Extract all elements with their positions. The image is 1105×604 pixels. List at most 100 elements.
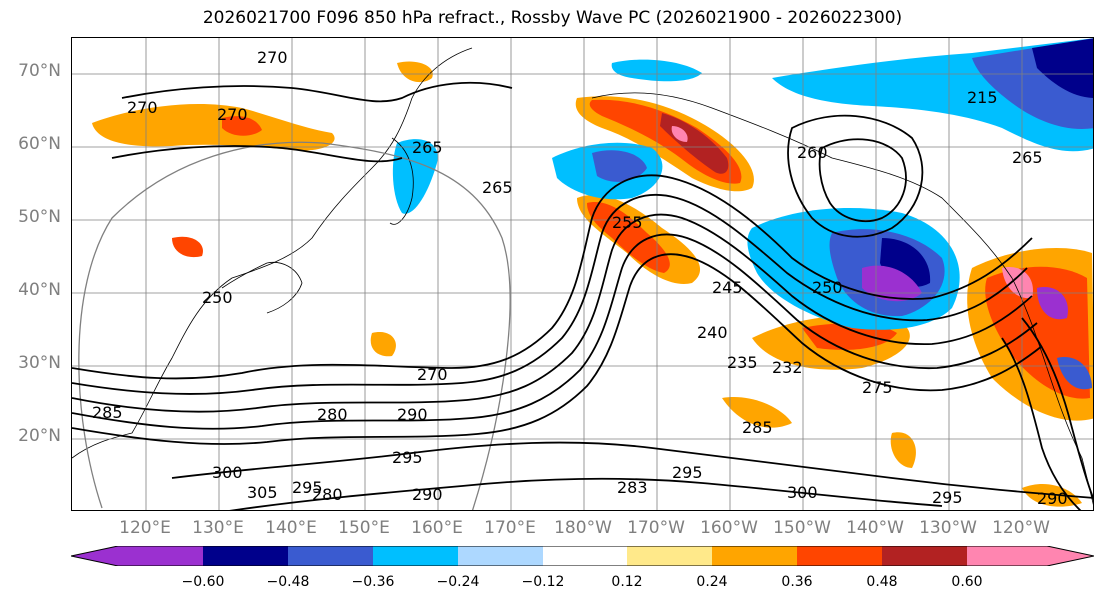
colorbar-tick: −0.36 — [351, 574, 395, 590]
shade-purple-bigLow — [862, 265, 922, 302]
colorbar-tick: 0.12 — [611, 574, 643, 590]
map-svg: 270 270 270 265 265 260 255 250 245 240 … — [72, 38, 1093, 510]
lat-label-20n: 20°N — [18, 426, 61, 446]
colorbar-extend-high — [1047, 546, 1094, 566]
colorbar-tick: −0.60 — [181, 574, 225, 590]
contour-layer — [72, 81, 1093, 510]
lon-label-160w: 160°W — [700, 518, 758, 538]
lon-label-170e: 170°E — [484, 518, 536, 538]
lon-label-170w: 170°W — [627, 518, 685, 538]
contour-label: 295 — [932, 488, 963, 507]
contour-label: 290 — [412, 485, 443, 504]
colorbar-tick: 0.60 — [951, 574, 983, 590]
contour-line-south — [171, 441, 1093, 499]
colorbar-segment — [288, 546, 373, 566]
colorbar-segment — [882, 546, 967, 566]
contour-label: 235 — [727, 353, 758, 372]
colorbar-tick: 0.36 — [781, 574, 813, 590]
map-panel[interactable]: 270 270 270 265 265 260 255 250 245 240 … — [71, 37, 1094, 511]
contour-label: 295 — [672, 463, 703, 482]
contour-line-jet2 — [72, 194, 1028, 395]
shade-blue-east2 — [1057, 357, 1092, 390]
contour-label: 255 — [612, 213, 643, 232]
lon-label-160e: 160°E — [411, 518, 463, 538]
contour-label: 260 — [797, 143, 828, 162]
contour-line-jet4 — [72, 233, 1038, 430]
lon-label-150e: 150°E — [338, 518, 390, 538]
contour-line-east — [1001, 337, 1082, 510]
coastline-asia — [72, 47, 473, 459]
colorbar-tick: 0.48 — [866, 574, 898, 590]
colorbar-segment — [543, 546, 627, 566]
colorbar-segment — [203, 546, 288, 566]
coastline-layer — [72, 47, 1093, 505]
colorbar-segment — [627, 546, 712, 566]
contour-line-low2 — [818, 138, 907, 223]
shade-redorange-w — [172, 236, 203, 258]
contour-label: 265 — [1012, 148, 1043, 167]
contour-line-low — [787, 114, 924, 238]
shade-pink-gulf — [671, 126, 688, 142]
contour-label: 283 — [617, 478, 648, 497]
colorbar-segment — [373, 546, 458, 566]
lat-label-30n: 30°N — [18, 353, 61, 373]
shade-blue-bering — [592, 150, 647, 182]
lon-label-120e: 120°E — [119, 518, 171, 538]
lat-label-60n: 60°N — [18, 134, 61, 154]
contour-label: 285 — [92, 403, 123, 422]
lat-label-50n: 50°N — [18, 207, 61, 227]
coastline-kamchatka — [389, 137, 414, 225]
coastline-alaska — [591, 92, 1013, 279]
lon-label-150w: 150°W — [773, 518, 831, 538]
lon-label-140e: 140°E — [265, 518, 317, 538]
shade-orange-lower — [722, 397, 792, 428]
contour-label: 280 — [312, 485, 343, 504]
graticule — [72, 38, 1093, 510]
contour-label: 285 — [742, 418, 773, 437]
contour-label: 240 — [697, 323, 728, 342]
contour-label: 232 — [772, 358, 803, 377]
shade-redorange-subtrop — [802, 323, 897, 350]
colorbar-segment — [712, 546, 797, 566]
lon-label-140w: 140°W — [846, 518, 904, 538]
lat-label-70n: 70°N — [18, 61, 61, 81]
shade-navy-ne — [1032, 38, 1093, 98]
colorbar-segment — [797, 546, 882, 566]
contour-line-jet1 — [72, 174, 1033, 380]
shade-orange-se — [890, 432, 916, 468]
lon-label-130w: 130°W — [919, 518, 977, 538]
contour-label: 300 — [787, 483, 818, 502]
shade-orange-w2 — [370, 332, 396, 357]
shade-purple-east — [1037, 287, 1068, 320]
contour-label: 270 — [217, 105, 248, 124]
contour-label: 245 — [712, 278, 743, 297]
contour-line-north2 — [111, 145, 403, 163]
lat-label-40n: 40°N — [18, 280, 61, 300]
colorbar-tick: 0.24 — [696, 574, 728, 590]
contour-label: 215 — [967, 88, 998, 107]
contour-label: 270 — [257, 48, 288, 67]
colorbar-segment — [118, 546, 203, 566]
colorbar-segment — [458, 546, 543, 566]
contour-line-jet3 — [72, 213, 1033, 413]
map-title: 2026021700 F096 850 hPa refract., Rossby… — [202, 8, 903, 28]
contour-line-north — [121, 81, 513, 103]
contour-line-south2 — [229, 477, 943, 510]
contour-label: 295 — [392, 448, 423, 467]
lon-label-130e: 130°E — [192, 518, 244, 538]
colorbar-tick: −0.12 — [521, 574, 565, 590]
contour-label: 295 — [292, 478, 323, 497]
shade-orange-nw2 — [397, 61, 433, 83]
contour-labels: 270 270 270 265 265 260 255 250 245 240 … — [92, 48, 1068, 508]
contour-label: 305 — [247, 483, 278, 502]
colorbar — [71, 546, 1094, 566]
colorbar-segment — [967, 546, 1047, 566]
lon-label-120w: 120°W — [992, 518, 1050, 538]
shade-redorange-nw — [222, 116, 262, 136]
shade-orange-nw — [92, 103, 335, 151]
contour-label: 265 — [482, 178, 513, 197]
contour-label: 250 — [812, 278, 843, 297]
contour-label: 300 — [212, 463, 243, 482]
colorbar-extend-low — [71, 546, 118, 566]
colorbar-tick: −0.48 — [266, 574, 310, 590]
